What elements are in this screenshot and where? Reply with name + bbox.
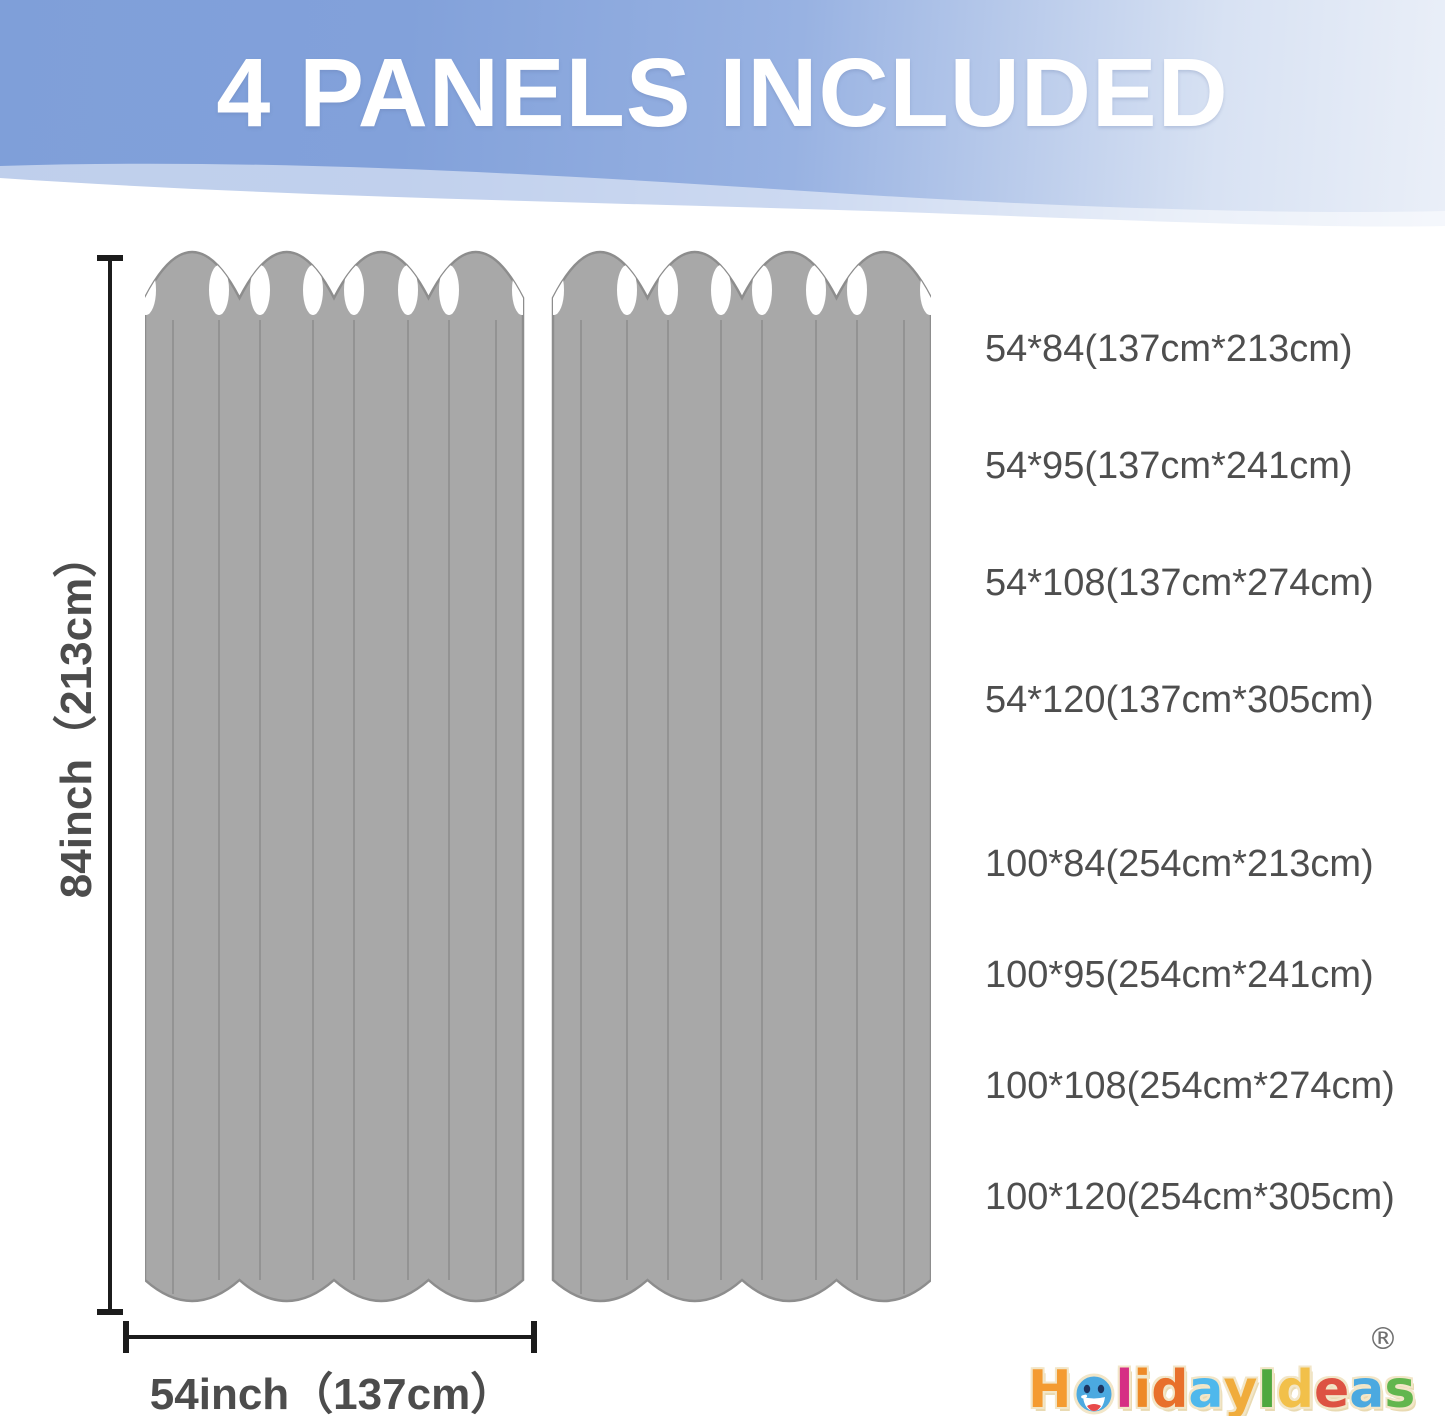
curtain-panel-right bbox=[551, 250, 931, 1303]
size-option: 54*84(137cm*213cm) bbox=[985, 328, 1353, 370]
logo-letter: y bbox=[1223, 1360, 1258, 1416]
width-dimension-line bbox=[123, 1335, 537, 1339]
header-banner: 4 PANELS INCLUDED bbox=[0, 0, 1445, 240]
fold-lines-left bbox=[172, 320, 497, 1294]
logo-letter: i bbox=[1133, 1360, 1152, 1416]
logo-letter: d bbox=[1276, 1360, 1315, 1416]
size-option: 100*95(254cm*241cm) bbox=[985, 954, 1374, 996]
logo-letter: s bbox=[1384, 1360, 1416, 1416]
curtain-panels-illustration bbox=[145, 250, 931, 1303]
size-option: 100*120(254cm*305cm) bbox=[985, 1176, 1395, 1218]
fold-lines-right bbox=[580, 320, 905, 1294]
page-title: 4 PANELS INCLUDED bbox=[216, 38, 1229, 147]
size-option: 100*84(254cm*213cm) bbox=[985, 843, 1374, 885]
height-dimension-cap-bottom bbox=[97, 1309, 123, 1315]
registered-trademark-symbol: ® bbox=[1368, 1322, 1398, 1357]
brand-logo: H l i d a y I d e a s bbox=[1028, 1352, 1415, 1416]
width-dimension-label: 54inch（137cm） bbox=[149, 1370, 515, 1416]
logo-letter: l bbox=[1115, 1360, 1134, 1416]
smiley-face-icon bbox=[1073, 1373, 1115, 1415]
logo-letter: I bbox=[1257, 1360, 1277, 1416]
curtain-panel-left bbox=[145, 250, 525, 1303]
width-dimension-cap-right bbox=[531, 1321, 537, 1353]
header-wave-decoration bbox=[0, 163, 1445, 240]
logo-letter: e bbox=[1314, 1360, 1350, 1416]
logo-letter: H bbox=[1028, 1360, 1072, 1416]
size-option: 54*120(137cm*305cm) bbox=[985, 679, 1374, 721]
logo-letter: a bbox=[1188, 1360, 1224, 1416]
height-dimension-line bbox=[108, 258, 112, 1312]
size-list-group-54: 54*84(137cm*213cm) 54*95(137cm*241cm) 54… bbox=[985, 326, 1374, 723]
width-dimension-cap-left bbox=[123, 1321, 129, 1353]
logo-letter: d bbox=[1151, 1360, 1189, 1416]
size-option: 54*95(137cm*241cm) bbox=[985, 445, 1353, 487]
size-list-group-100: 100*84(254cm*213cm) 100*95(254cm*241cm) … bbox=[985, 841, 1395, 1220]
size-option: 100*108(254cm*274cm) bbox=[985, 1065, 1395, 1107]
logo-letter: a bbox=[1349, 1360, 1385, 1416]
size-option: 54*108(137cm*274cm) bbox=[985, 562, 1374, 604]
height-dimension-cap-top bbox=[97, 255, 123, 261]
height-dimension-label: 84inch（213cm） bbox=[52, 533, 101, 899]
